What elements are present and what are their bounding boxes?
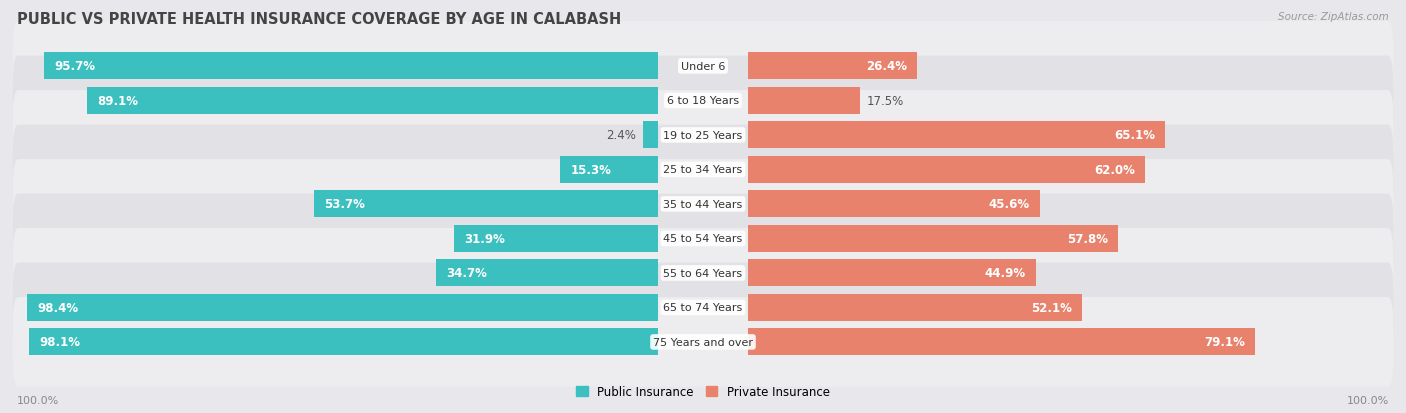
Bar (748, 157, 1146, 183)
Text: 25 to 34 Years: 25 to 34 Years (664, 165, 742, 175)
FancyBboxPatch shape (13, 263, 1393, 352)
FancyBboxPatch shape (13, 160, 1393, 249)
FancyBboxPatch shape (13, 91, 1393, 180)
Text: Source: ZipAtlas.com: Source: ZipAtlas.com (1278, 12, 1389, 22)
Text: 15.3%: 15.3% (571, 164, 612, 176)
Text: 31.9%: 31.9% (464, 233, 505, 245)
Bar (87, 88, 658, 115)
Text: 55 to 64 Years: 55 to 64 Years (664, 268, 742, 278)
Legend: Public Insurance, Private Insurance: Public Insurance, Private Insurance (571, 381, 835, 403)
Text: 17.5%: 17.5% (866, 95, 904, 108)
Bar (748, 53, 917, 80)
Bar (454, 225, 658, 252)
Bar (748, 329, 1256, 356)
Text: 6 to 18 Years: 6 to 18 Years (666, 96, 740, 106)
Bar (748, 122, 1166, 149)
Bar (560, 157, 658, 183)
Text: 57.8%: 57.8% (1067, 233, 1108, 245)
Text: 98.1%: 98.1% (39, 336, 80, 349)
Bar (643, 122, 658, 149)
FancyBboxPatch shape (13, 22, 1393, 112)
Text: 79.1%: 79.1% (1204, 336, 1244, 349)
Text: 100.0%: 100.0% (17, 395, 59, 405)
Text: 35 to 44 Years: 35 to 44 Years (664, 199, 742, 209)
Text: 45.6%: 45.6% (988, 198, 1029, 211)
FancyBboxPatch shape (13, 194, 1393, 284)
Text: 62.0%: 62.0% (1094, 164, 1135, 176)
Text: 34.7%: 34.7% (446, 267, 486, 280)
Text: 98.4%: 98.4% (38, 301, 79, 314)
Bar (748, 191, 1040, 218)
Text: 89.1%: 89.1% (97, 95, 138, 108)
Text: Under 6: Under 6 (681, 62, 725, 72)
FancyBboxPatch shape (13, 57, 1393, 146)
Bar (30, 329, 658, 356)
Text: 45 to 54 Years: 45 to 54 Years (664, 234, 742, 244)
Bar (748, 294, 1081, 321)
Text: 95.7%: 95.7% (55, 60, 96, 73)
Text: 75 Years and over: 75 Years and over (652, 337, 754, 347)
Bar (748, 88, 860, 115)
Bar (27, 294, 658, 321)
FancyBboxPatch shape (13, 297, 1393, 387)
Text: 53.7%: 53.7% (325, 198, 366, 211)
Text: 26.4%: 26.4% (866, 60, 907, 73)
Text: 65.1%: 65.1% (1114, 129, 1154, 142)
Text: 19 to 25 Years: 19 to 25 Years (664, 131, 742, 140)
Bar (748, 225, 1118, 252)
Bar (314, 191, 658, 218)
Text: 65 to 74 Years: 65 to 74 Years (664, 303, 742, 313)
Bar (748, 260, 1036, 287)
Bar (45, 53, 658, 80)
Bar (436, 260, 658, 287)
Text: 100.0%: 100.0% (1347, 395, 1389, 405)
Text: 44.9%: 44.9% (984, 267, 1025, 280)
FancyBboxPatch shape (13, 125, 1393, 215)
Text: 2.4%: 2.4% (606, 129, 636, 142)
Text: PUBLIC VS PRIVATE HEALTH INSURANCE COVERAGE BY AGE IN CALABASH: PUBLIC VS PRIVATE HEALTH INSURANCE COVER… (17, 12, 621, 27)
Text: 52.1%: 52.1% (1031, 301, 1071, 314)
FancyBboxPatch shape (13, 228, 1393, 318)
